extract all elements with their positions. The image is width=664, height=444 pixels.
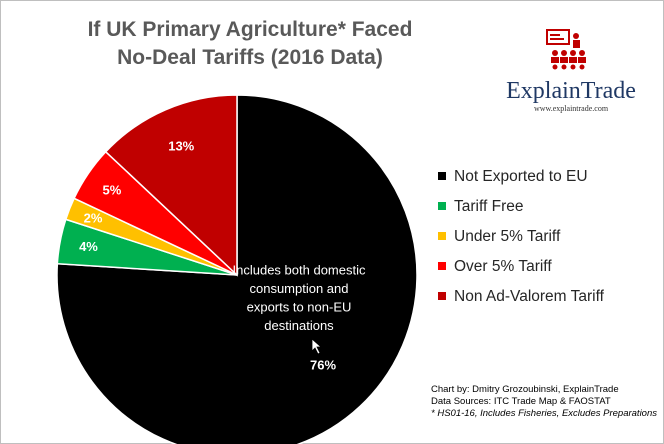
chart-title-line-1: If UK Primary Agriculture* Faced (87, 18, 413, 41)
legend-swatch (438, 262, 446, 270)
pie-slice-non-ad-valorem-tariff (104, 94, 238, 277)
data-label: 4% (79, 239, 98, 254)
explaintrade-logo: ExplainTrade www.explaintrade.com (500, 18, 642, 118)
chart-title-line-2: No-Deal Tariffs (2016 Data) (117, 46, 383, 69)
source-note: Chart by: Dmitry Grozoubinski, ExplainTr… (431, 384, 663, 420)
legend-swatch (438, 232, 446, 240)
legend-label: Non Ad-Valorem Tariff (454, 288, 604, 305)
annotation-line: Includes both domestic (233, 263, 366, 278)
logo-url: www.explaintrade.com (533, 104, 609, 113)
data-label: 5% (103, 183, 122, 198)
legend-item-tariff-free: Tariff Free (438, 197, 524, 217)
legend-swatch (438, 172, 446, 180)
data-label: 76% (310, 358, 336, 373)
source-line-footnote: * HS01-16, Includes Fisheries, Excludes … (431, 408, 658, 419)
source-line-author: Chart by: Dmitry Grozoubinski, ExplainTr… (431, 384, 619, 395)
pie-slice-not-exported-to-eu (56, 94, 418, 444)
legend-label: Tariff Free (454, 198, 524, 215)
data-label: 13% (168, 139, 194, 154)
legend-item-over-5: Over 5% Tariff (438, 257, 552, 277)
logo-name: ExplainTrade (506, 78, 636, 104)
classroom-icon (546, 29, 586, 70)
legend-label: Over 5% Tariff (454, 258, 552, 275)
legend-swatch (438, 202, 446, 210)
annotation-line: destinations (264, 318, 334, 333)
legend-item-not-exported: Not Exported to EU (438, 167, 588, 187)
annotation-line: consumption and (249, 281, 348, 296)
legend-item-under-5: Under 5% Tariff (438, 227, 560, 247)
legend-label: Not Exported to EU (454, 168, 588, 185)
legend-swatch (438, 292, 446, 300)
legend-item-non-ad-valorem: Non Ad-Valorem Tariff (438, 287, 604, 307)
chart-title: If UK Primary Agriculture* Faced No-Deal… (40, 16, 460, 72)
annotation-line: exports to non-EU (247, 300, 352, 315)
legend-label: Under 5% Tariff (454, 228, 561, 245)
legend: Not Exported to EU Tariff Free Under 5% … (424, 163, 630, 316)
source-line-data: Data Sources: ITC Trade Map & FAOSTAT (431, 396, 611, 407)
mouse-cursor-icon (311, 338, 323, 355)
data-label: 2% (84, 211, 103, 226)
